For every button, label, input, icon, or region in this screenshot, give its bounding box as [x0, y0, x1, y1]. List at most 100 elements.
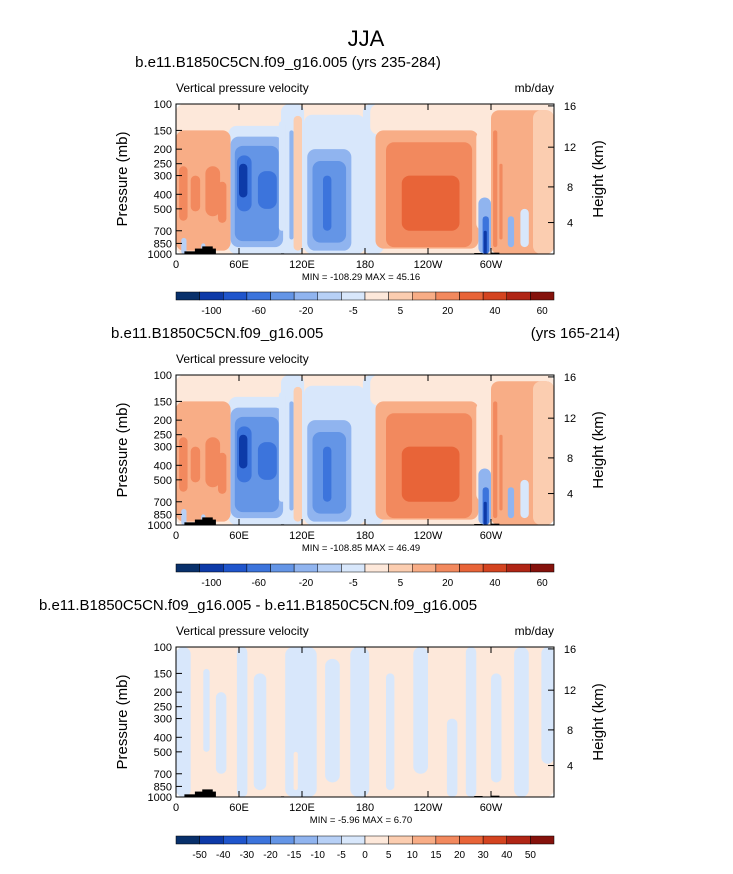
colorbar-box	[459, 835, 484, 845]
colorbar-box	[412, 291, 437, 301]
height-tick-label: 4	[567, 761, 573, 773]
contour-region	[218, 181, 227, 223]
colorbar-box	[482, 835, 507, 845]
contour-region	[236, 647, 248, 797]
x-tick-label: 120W	[414, 802, 443, 814]
contour-region	[350, 647, 370, 797]
y-tick-label: 1000	[148, 520, 172, 532]
contour-region	[218, 452, 227, 494]
variable-label: Vertical pressure velocity	[176, 352, 309, 366]
colorbar-box	[459, 563, 484, 573]
x-tick-label: 120E	[289, 259, 315, 271]
height-tick-label: 4	[567, 489, 573, 501]
colorbar-box	[435, 291, 460, 301]
contour-field	[176, 375, 554, 525]
x-tick-label: 180	[356, 802, 374, 814]
contour-field	[176, 104, 554, 254]
colorbar-label: -100	[201, 578, 221, 589]
colorbar-label: -5	[349, 306, 358, 317]
colorbar-label: 30	[478, 850, 490, 861]
colorbar-label: 5	[398, 306, 404, 317]
contour-region	[370, 375, 476, 406]
y-tick-label: 100	[154, 370, 172, 382]
panel-title: b.e11.B1850C5CN.f09_g16.005 (yrs 235-284…	[135, 54, 441, 71]
x-tick-label: 60E	[229, 259, 249, 271]
x-tick-label: 60E	[229, 530, 249, 542]
contour-region	[190, 175, 201, 212]
y-tick-label: 700	[154, 769, 172, 781]
topography	[491, 523, 500, 525]
variable-label: Vertical pressure velocity	[176, 81, 309, 95]
contour-region	[483, 230, 487, 254]
height-tick-label: 8	[567, 182, 573, 194]
height-tick-label: 12	[564, 142, 576, 154]
colorbar-box	[293, 563, 318, 573]
colorbar-label: -20	[299, 306, 314, 317]
colorbar-box	[506, 563, 531, 573]
variable-label: Vertical pressure velocity	[176, 624, 309, 638]
colorbar-box	[199, 563, 224, 573]
colorbar-box	[530, 835, 555, 845]
contour-region	[278, 121, 286, 231]
contour-region	[533, 110, 554, 254]
colorbar-label: -10	[311, 850, 326, 861]
contour-region	[205, 437, 221, 488]
colorbar-label: 10	[407, 850, 419, 861]
colorbar-label: -30	[240, 850, 255, 861]
y-tick-label: 250	[154, 430, 172, 442]
contour-region	[293, 115, 302, 251]
colorbar-box	[364, 835, 389, 845]
colorbar-label: 60	[537, 306, 549, 317]
min-max-label: MIN = -108.85 MAX = 46.49	[302, 543, 420, 554]
colorbar-box	[293, 291, 318, 301]
contour-region	[323, 175, 332, 231]
colorbar-label: -40	[216, 850, 231, 861]
colorbar-box	[530, 291, 555, 301]
contour-region	[203, 668, 210, 752]
contour-region	[239, 163, 248, 198]
contour-region	[507, 216, 515, 248]
y-tick-label: 250	[154, 702, 172, 714]
y2-axis-title: Height (km)	[590, 411, 607, 489]
figure-title: JJA	[348, 26, 385, 51]
y-tick-label: 700	[154, 226, 172, 238]
colorbar-label: 5	[386, 850, 392, 861]
contour-region	[176, 647, 191, 797]
contour-region	[401, 175, 460, 231]
y-tick-label: 150	[154, 125, 172, 137]
colorbar-box	[388, 291, 413, 301]
contour-region	[323, 446, 332, 502]
x-tick-label: 0	[173, 530, 179, 542]
colorbar-box	[317, 835, 342, 845]
x-tick-label: 60W	[480, 802, 503, 814]
x-tick-label: 60W	[480, 259, 503, 271]
colorbar-label: -15	[287, 850, 302, 861]
contour-region	[181, 508, 187, 525]
contour-region	[289, 401, 294, 511]
contour-region	[257, 442, 277, 480]
colorbar-box	[482, 563, 507, 573]
contour-region	[533, 381, 554, 525]
y-tick-label: 1000	[148, 249, 172, 261]
colorbar-box	[270, 563, 295, 573]
contour-region	[257, 171, 277, 209]
y-axis-title: Pressure (mb)	[114, 131, 131, 226]
colorbar-label: -60	[251, 306, 266, 317]
colorbar-box	[246, 291, 271, 301]
min-max-label: MIN = -108.29 MAX = 45.16	[302, 272, 420, 283]
colorbar-label: 20	[454, 850, 466, 861]
contour-region	[325, 658, 340, 783]
y-tick-label: 500	[154, 475, 172, 487]
contour-region	[179, 166, 188, 221]
contour-region	[370, 104, 476, 135]
colorbar-label: 40	[489, 578, 501, 589]
colorbar-label: -5	[337, 850, 346, 861]
y-tick-label: 200	[154, 415, 172, 427]
colorbar-box	[506, 291, 531, 301]
colorbar-box	[317, 563, 342, 573]
contour-region	[483, 501, 487, 525]
contour-region	[179, 437, 188, 492]
contour-region	[541, 647, 554, 764]
y-tick-label: 300	[154, 442, 172, 454]
min-max-label: MIN = -5.96 MAX = 6.70	[310, 815, 412, 826]
